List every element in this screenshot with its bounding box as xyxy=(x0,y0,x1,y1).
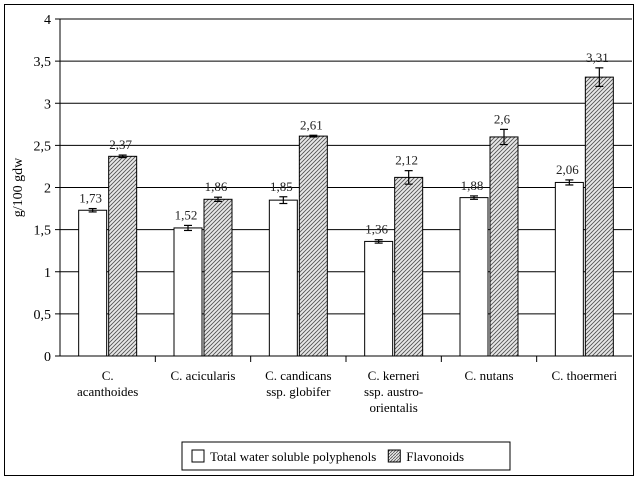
y-tick-label: 1 xyxy=(44,266,51,281)
bar-flavonoids xyxy=(108,155,138,357)
y-axis-label: g/100 gdw xyxy=(11,157,26,217)
data-label: 1,36 xyxy=(365,222,388,237)
data-label: 1,52 xyxy=(175,207,198,222)
bar-flavonoids xyxy=(298,135,328,357)
legend-swatch-flavonoids xyxy=(387,449,401,463)
y-tick-label: 2 xyxy=(44,182,51,197)
legend-label-polyphenols: Total water soluble polyphenols xyxy=(210,449,376,464)
data-label: 1,85 xyxy=(270,179,293,194)
bar-polyphenols xyxy=(268,199,298,357)
x-category-label-line: acanthoides xyxy=(77,384,138,399)
y-tick-label: 0,5 xyxy=(34,308,52,323)
legend-swatch-polyphenols xyxy=(191,449,205,463)
data-label: 1,86 xyxy=(205,179,228,194)
x-category-label-line: ssp. globifer xyxy=(266,384,331,399)
x-category-label-line: C. candicans xyxy=(265,368,331,383)
y-tick-label: 3 xyxy=(44,97,51,112)
y-tick-label: 1,5 xyxy=(34,224,52,239)
bar-polyphenols xyxy=(364,240,394,357)
x-category-label-line: C. acicularis xyxy=(171,368,236,383)
bar-polyphenols xyxy=(78,209,108,357)
x-category-label-line: C. kerneri xyxy=(368,368,420,383)
x-category-label-line: orientalis xyxy=(369,400,417,415)
bar-polyphenols xyxy=(173,227,203,357)
x-category-label: C. acanthoides xyxy=(77,368,138,399)
x-category-label-line: C. xyxy=(102,368,114,383)
data-label: 1,73 xyxy=(79,191,102,206)
x-category-label-line: C. nutans xyxy=(464,368,513,383)
bar-flavonoids xyxy=(203,198,233,357)
data-label: 2,06 xyxy=(556,162,579,177)
data-label: 2,61 xyxy=(300,117,323,132)
x-category-label: C. candicans ssp. globifer xyxy=(265,368,331,399)
data-label: 2,12 xyxy=(395,153,418,168)
bar-flavonoids xyxy=(394,176,424,357)
data-label: 1,88 xyxy=(461,178,484,193)
bar-flavonoids xyxy=(489,136,519,357)
x-category-label: C. acicularis xyxy=(171,368,236,383)
data-label: 2,6 xyxy=(494,111,511,126)
legend-label-flavonoids: Flavonoids xyxy=(406,449,464,464)
data-label: 2,37 xyxy=(109,137,132,152)
bar-flavonoids xyxy=(584,76,614,357)
y-tick-label: 0 xyxy=(44,350,51,365)
x-category-label: C. thoermeri xyxy=(551,368,617,383)
data-label: 3,31 xyxy=(586,50,609,65)
x-category-label-line: C. thoermeri xyxy=(551,368,617,383)
bar-polyphenols xyxy=(554,181,584,357)
y-tick-label: 4 xyxy=(44,13,51,28)
bar-polyphenols xyxy=(459,197,489,357)
y-tick-label: 2,5 xyxy=(34,139,52,154)
x-category-label: C. kerneri ssp. austro-orientalis xyxy=(364,368,423,415)
x-category-label-line: ssp. austro- xyxy=(364,384,423,399)
x-category-label: C. nutans xyxy=(464,368,513,383)
y-tick-label: 3,5 xyxy=(34,55,52,70)
legend xyxy=(181,441,511,471)
chart-frame xyxy=(4,4,634,476)
